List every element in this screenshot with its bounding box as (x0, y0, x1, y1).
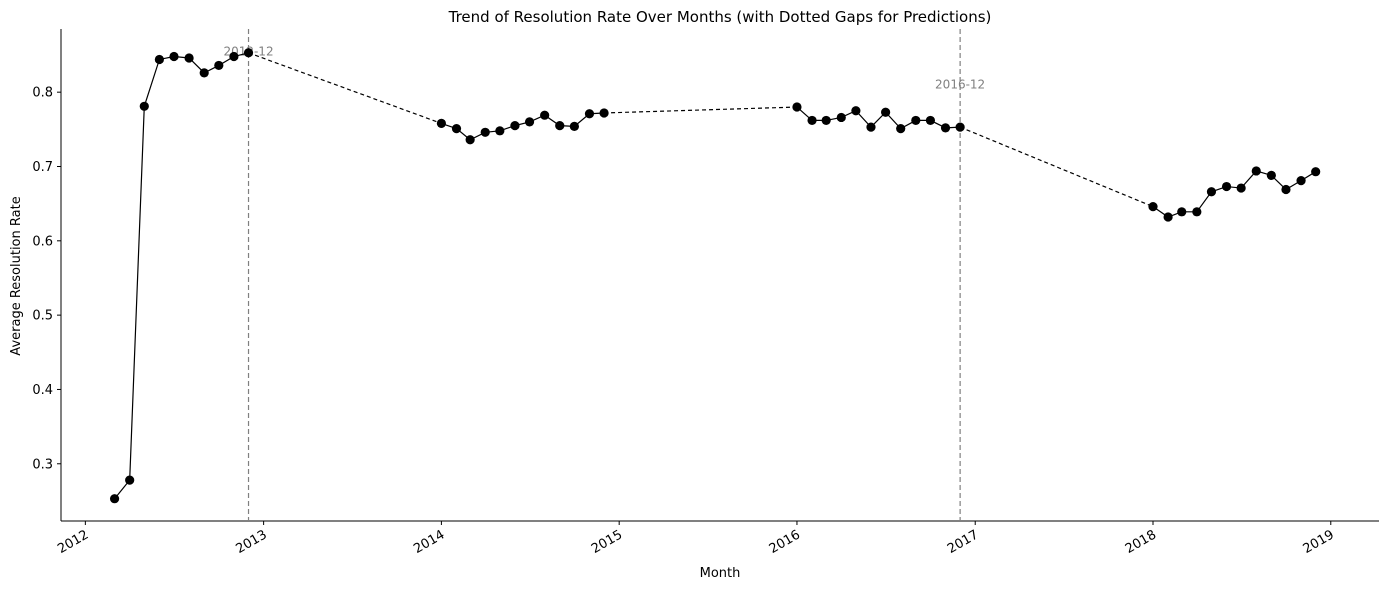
data-point (1266, 170, 1276, 181)
x-tick-label: 2016 (767, 527, 803, 557)
data-point (524, 117, 535, 127)
data-point (940, 123, 951, 133)
x-tick-label: 2014 (411, 527, 447, 557)
data-point (480, 127, 490, 137)
gap-dashed-line (248, 52, 442, 124)
data-point (125, 475, 135, 485)
series (109, 48, 1321, 504)
y-tick-label: 0.5 (32, 309, 53, 324)
data-point (184, 53, 194, 63)
data-point (451, 123, 462, 134)
data-point (510, 121, 520, 131)
data-point (1221, 181, 1232, 192)
data-point (1163, 212, 1173, 222)
y-tick-label: 0.7 (32, 160, 53, 175)
data-point (821, 115, 831, 126)
data-point (154, 54, 164, 65)
y-tick-label: 0.3 (32, 457, 53, 472)
gap-dashed-line (959, 126, 1154, 208)
x-tick-label: 2012 (55, 527, 91, 557)
axes: 0.3 0.4 0.5 0.6 0.7 0.8 2012 2013 2014 2015 2016 20… (32, 29, 1379, 557)
data-point (866, 122, 876, 132)
data-point (243, 48, 254, 58)
y-axis-label: Average Resolution Rate (9, 196, 24, 355)
data-point (569, 121, 579, 131)
data-point (109, 494, 120, 504)
data-point (1251, 166, 1261, 176)
y-tick-label: 0.4 (32, 383, 53, 398)
y-tick-label: 0.8 (32, 86, 53, 101)
data-point (1311, 167, 1321, 177)
x-tick-label: 2015 (589, 527, 625, 557)
annotation-label: 2016-12 (935, 78, 985, 92)
data-point (169, 51, 179, 62)
chart-title: Trend of Resolution Rate Over Months (wi… (448, 8, 992, 26)
data-point (851, 106, 861, 116)
data-point (911, 115, 921, 126)
data-point (229, 51, 239, 62)
data-point (807, 115, 817, 126)
data-point (1281, 184, 1291, 195)
series-line-segment (796, 106, 961, 130)
data-point (1148, 202, 1158, 212)
data-point (1296, 176, 1306, 186)
data-point (1206, 187, 1217, 197)
series-line-segment (441, 112, 605, 141)
x-tick-label: 2017 (945, 527, 981, 557)
x-tick-label: 2013 (233, 527, 269, 557)
data-point (955, 122, 965, 132)
gap-dashed-line (604, 106, 797, 114)
data-point (465, 135, 475, 145)
x-tick-label: 2018 (1123, 527, 1159, 557)
data-point (1192, 207, 1202, 217)
annotations: 2012-122016-12 (223, 29, 985, 521)
data-point (555, 121, 565, 131)
data-point (214, 60, 224, 71)
data-point (896, 123, 906, 134)
x-tick-label: 2019 (1301, 527, 1337, 557)
data-point (836, 112, 846, 123)
data-point (436, 118, 446, 128)
data-point (139, 101, 149, 111)
data-point (599, 108, 609, 118)
series-line-segment (114, 52, 249, 500)
data-point (584, 109, 595, 119)
data-point (540, 110, 550, 120)
data-point (925, 115, 936, 126)
y-tick-label: 0.6 (32, 234, 53, 249)
x-axis-label: Month (700, 566, 741, 581)
data-point (1236, 183, 1246, 193)
data-point (199, 68, 209, 78)
series-line-segment (1152, 170, 1316, 218)
data-point (881, 107, 891, 117)
data-point (495, 126, 505, 136)
data-point (1177, 207, 1187, 217)
data-point (792, 102, 802, 112)
